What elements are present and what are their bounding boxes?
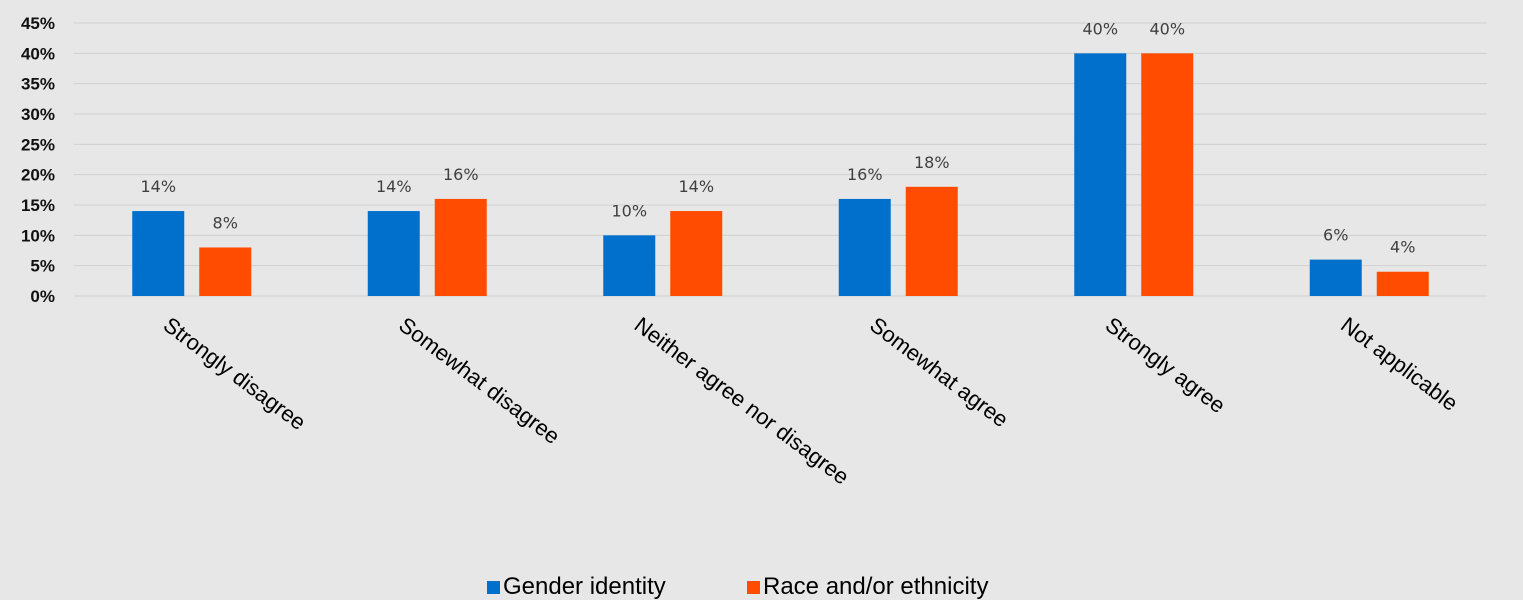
data-label: 10%	[611, 201, 647, 220]
data-label: 8%	[213, 213, 238, 232]
bar	[905, 186, 958, 296]
bars	[132, 53, 1429, 297]
bar	[1376, 271, 1429, 296]
data-label: 16%	[847, 165, 883, 184]
bar	[434, 198, 487, 296]
bar	[199, 247, 252, 296]
data-label: 16%	[443, 165, 479, 184]
legend: Gender identity Race and/or ethnicity	[487, 573, 988, 600]
x-axis-ticks: Strongly disagree Somewhat disagree Neithe…	[159, 312, 1463, 489]
legend-swatch-race-ethnicity	[747, 581, 760, 594]
y-tick-label: 0%	[30, 287, 55, 306]
data-label: 4%	[1390, 238, 1415, 257]
x-tick-label: Strongly disagree	[159, 312, 311, 435]
gridlines	[74, 22, 1487, 297]
x-tick-label: Strongly agree	[1101, 312, 1230, 418]
legend-label-gender-identity: Gender identity	[503, 573, 666, 600]
bar	[132, 211, 185, 296]
data-labels: 14% 8% 14% 16% 10% 14% 16% 18% 40% 40% 6% 4%	[140, 19, 1415, 256]
bar	[1074, 53, 1127, 297]
bar	[670, 211, 723, 296]
y-tick-label: 40%	[21, 44, 55, 63]
bar	[603, 235, 656, 296]
data-label: 14%	[376, 177, 412, 196]
data-label: 40%	[1082, 19, 1118, 38]
y-axis-ticks: 0% 5% 10% 15% 20% 25% 30% 35% 40% 45%	[21, 14, 55, 306]
x-tick-label: Neither agree nor disagree	[630, 312, 854, 489]
x-tick-label: Not applicable	[1336, 312, 1462, 416]
y-tick-label: 20%	[21, 166, 55, 185]
bar	[1309, 259, 1362, 296]
x-tick-label: Somewhat disagree	[394, 312, 564, 449]
data-label: 14%	[140, 177, 176, 196]
y-tick-label: 30%	[21, 105, 55, 124]
bar	[367, 211, 420, 296]
y-tick-label: 45%	[21, 14, 55, 33]
data-label: 40%	[1149, 19, 1185, 38]
data-label: 6%	[1323, 226, 1348, 245]
y-tick-label: 10%	[21, 226, 55, 245]
y-tick-label: 35%	[21, 75, 55, 94]
legend-label-race-ethnicity: Race and/or ethnicity	[763, 573, 988, 600]
data-label: 14%	[678, 177, 714, 196]
bar	[1141, 53, 1194, 297]
data-label: 18%	[914, 153, 950, 172]
bar	[838, 198, 891, 296]
y-tick-label: 5%	[30, 257, 55, 276]
y-tick-label: 25%	[21, 135, 55, 154]
x-tick-label: Somewhat agree	[865, 312, 1013, 432]
legend-swatch-gender-identity	[487, 581, 500, 594]
y-tick-label: 15%	[21, 196, 55, 215]
